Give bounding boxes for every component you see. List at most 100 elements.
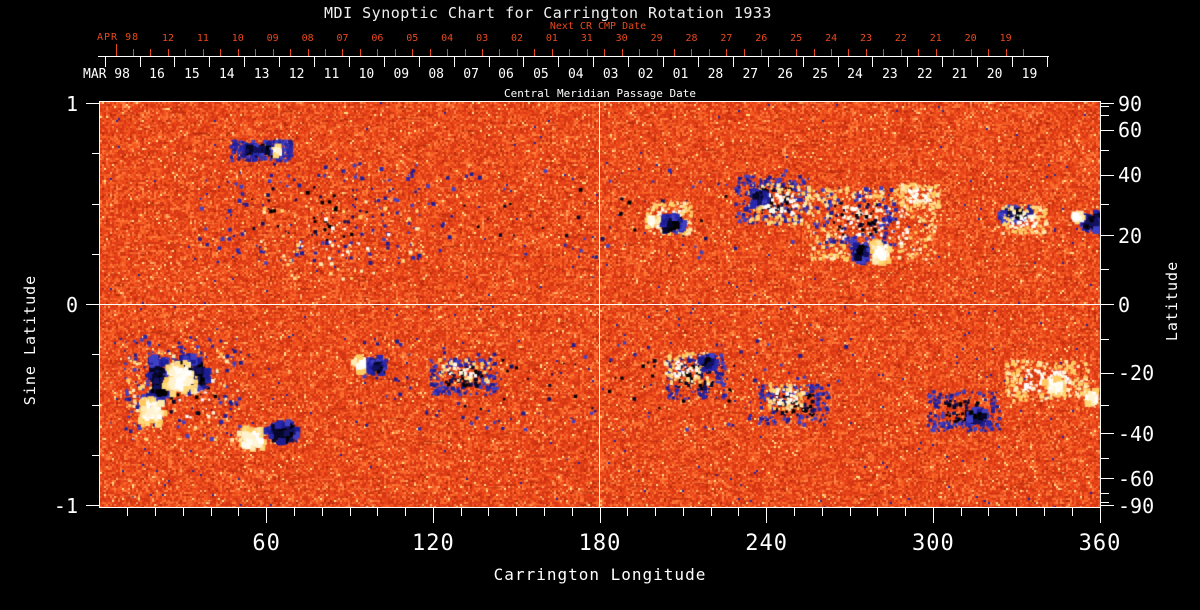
next-cr-day-tick bbox=[220, 49, 221, 56]
cmp-day-tick bbox=[872, 57, 873, 67]
cmp-day-label: 24 bbox=[847, 67, 863, 82]
cmp-day-label: 14 bbox=[219, 67, 235, 82]
next-cr-day-tick bbox=[814, 49, 815, 56]
cmp-day-tick bbox=[349, 57, 350, 67]
next-cr-day-tick bbox=[831, 49, 832, 56]
latitude-major-tick bbox=[1101, 478, 1114, 479]
next-cr-day-label: 25 bbox=[790, 33, 802, 44]
longitude-tick bbox=[655, 508, 656, 516]
cmp-day-tick bbox=[105, 57, 106, 67]
cmp-day-label: 10 bbox=[359, 67, 375, 82]
latitude-minor-tick bbox=[1101, 493, 1109, 494]
latitude-minor-tick bbox=[1101, 269, 1109, 270]
next-cr-day-tick bbox=[133, 49, 134, 56]
cmp-day-tick bbox=[977, 57, 978, 67]
longitude-tick bbox=[1072, 508, 1073, 516]
next-cr-day-label: 10 bbox=[232, 33, 244, 44]
longitude-tick bbox=[544, 508, 545, 516]
cmp-day-label: 11 bbox=[324, 67, 340, 82]
next-cr-day-label: 29 bbox=[651, 33, 663, 44]
next-cr-day-tick bbox=[482, 49, 483, 56]
cmp-day-label: 16 bbox=[149, 67, 165, 82]
longitude-tick-label: 60 bbox=[252, 531, 281, 556]
next-cr-day-tick bbox=[185, 49, 186, 56]
cmp-day-label: 26 bbox=[777, 67, 793, 82]
longitude-tick bbox=[488, 508, 489, 516]
cmp-day-tick bbox=[384, 57, 385, 67]
cmp-day-label: 21 bbox=[952, 67, 968, 82]
next-cr-day-tick bbox=[342, 49, 343, 56]
next-cr-day-tick bbox=[639, 49, 640, 56]
longitude-tick bbox=[1016, 508, 1017, 516]
sine-latitude-tick bbox=[92, 455, 100, 456]
longitude-tick-label: 300 bbox=[912, 531, 955, 556]
meridian-180-reference-line bbox=[599, 102, 600, 507]
longitude-tick bbox=[711, 508, 712, 516]
sine-latitude-tick bbox=[86, 304, 100, 305]
sine-latitude-tick bbox=[86, 103, 100, 104]
sine-latitude-tick bbox=[92, 354, 100, 355]
next-cr-day-label: 04 bbox=[441, 33, 453, 44]
next-cr-day-tick bbox=[848, 49, 849, 56]
latitude-major-tick bbox=[1101, 304, 1114, 305]
next-cr-day-tick bbox=[447, 49, 448, 56]
next-cr-day-tick bbox=[866, 49, 867, 56]
longitude-tick bbox=[183, 508, 184, 516]
longitude-tick bbox=[461, 508, 462, 516]
next-cr-day-label: 21 bbox=[930, 33, 942, 44]
cmp-day-tick bbox=[140, 57, 141, 67]
next-cr-day-tick bbox=[604, 49, 605, 56]
next-cr-day-tick bbox=[238, 49, 239, 56]
cmp-day-label: 08 bbox=[428, 67, 444, 82]
longitude-tick bbox=[572, 508, 573, 516]
cmp-day-tick bbox=[838, 57, 839, 67]
latitude-major-tick bbox=[1101, 130, 1114, 131]
y-axis-right-title: Latitude bbox=[1163, 261, 1181, 341]
next-cr-day-tick bbox=[674, 49, 675, 56]
next-cr-day-tick bbox=[726, 49, 727, 56]
next-cr-day-tick bbox=[273, 49, 274, 56]
next-cr-day-label: 01 bbox=[546, 33, 558, 44]
longitude-tick bbox=[238, 508, 239, 516]
cmp-day-tick bbox=[733, 57, 734, 67]
next-cr-day-tick bbox=[150, 49, 151, 56]
cmp-day-tick bbox=[523, 57, 524, 67]
cmp-day-label: 09 bbox=[393, 67, 409, 82]
longitude-tick bbox=[266, 508, 267, 523]
longitude-tick bbox=[905, 508, 906, 516]
latitude-tick-label: 90 bbox=[1118, 92, 1142, 116]
latitude-minor-tick bbox=[1101, 339, 1109, 340]
next-cr-day-label: 24 bbox=[825, 33, 837, 44]
sine-latitude-tick-label: -1 bbox=[32, 494, 78, 518]
next-cr-day-label: 23 bbox=[860, 33, 872, 44]
cmp-day-label: 05 bbox=[533, 67, 549, 82]
next-cr-day-tick bbox=[517, 49, 518, 56]
next-cr-day-tick bbox=[901, 49, 902, 56]
sine-latitude-tick bbox=[92, 204, 100, 205]
next-cr-day-tick bbox=[116, 44, 117, 56]
latitude-tick-label: -90 bbox=[1118, 494, 1154, 518]
latitude-minor-tick bbox=[1101, 106, 1109, 107]
next-cr-day-label: 08 bbox=[302, 33, 314, 44]
cmp-day-tick bbox=[907, 57, 908, 67]
next-cr-day-label: 06 bbox=[371, 33, 383, 44]
longitude-tick bbox=[1044, 508, 1045, 516]
cmp-axis-line bbox=[98, 56, 1049, 57]
latitude-major-tick bbox=[1101, 505, 1114, 506]
next-cr-day-label: 11 bbox=[197, 33, 209, 44]
next-cr-day-tick bbox=[325, 49, 326, 56]
next-cr-day-label: 26 bbox=[755, 33, 767, 44]
cmp-day-label: 19 bbox=[1022, 67, 1038, 82]
cmp-day-label: 27 bbox=[742, 67, 758, 82]
next-cr-day-tick bbox=[465, 49, 466, 56]
latitude-tick-label: -20 bbox=[1118, 361, 1154, 385]
cmp-day-label: 15 bbox=[184, 67, 200, 82]
longitude-tick bbox=[738, 508, 739, 516]
longitude-tick-label: 240 bbox=[745, 531, 788, 556]
next-cr-day-tick bbox=[988, 49, 989, 56]
cmp-day-tick bbox=[489, 57, 490, 67]
latitude-tick-label: -40 bbox=[1118, 422, 1154, 446]
longitude-tick bbox=[155, 508, 156, 516]
longitude-tick-label: 180 bbox=[579, 531, 622, 556]
longitude-tick bbox=[405, 508, 406, 516]
